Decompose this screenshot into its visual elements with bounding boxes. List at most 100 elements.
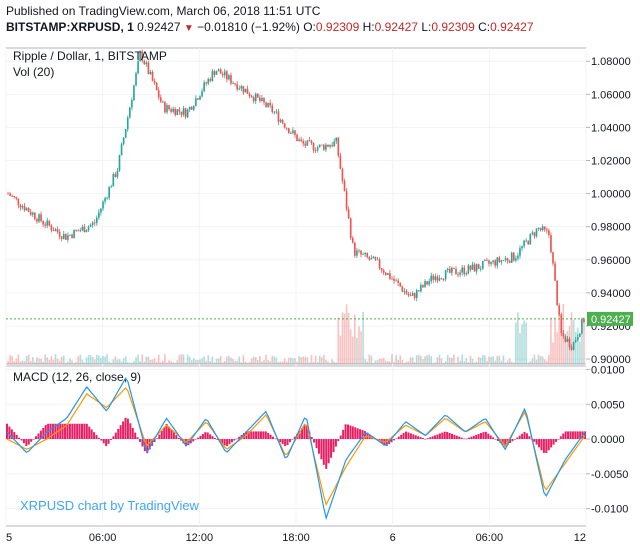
histogram-bar bbox=[95, 434, 98, 440]
volume-bar bbox=[124, 356, 127, 364]
volume-bar bbox=[172, 362, 175, 364]
histogram-bar bbox=[315, 439, 318, 449]
histogram-bar bbox=[30, 439, 33, 442]
candle-body bbox=[426, 281, 428, 285]
candle-body bbox=[510, 252, 513, 263]
candle-body bbox=[548, 230, 550, 236]
candle-body bbox=[302, 141, 305, 144]
candle-body bbox=[62, 233, 65, 239]
volume-bar bbox=[535, 359, 538, 364]
candle-body bbox=[517, 255, 519, 259]
histogram-bar bbox=[80, 423, 83, 440]
volume-bar bbox=[211, 356, 214, 364]
histogram-bar bbox=[390, 439, 393, 443]
candle-body bbox=[333, 141, 336, 147]
volume-bar bbox=[463, 361, 466, 364]
histogram-bar bbox=[66, 423, 69, 440]
candle-body bbox=[31, 212, 34, 215]
volume-bar bbox=[331, 359, 333, 364]
histogram-bar bbox=[109, 439, 112, 441]
volume-bar bbox=[465, 358, 468, 364]
volume-bar bbox=[252, 356, 255, 364]
candle-body bbox=[112, 174, 115, 187]
candle-body bbox=[244, 88, 247, 93]
volume-bar bbox=[428, 354, 430, 364]
histogram-bar bbox=[467, 437, 470, 440]
volume-bar bbox=[477, 356, 480, 364]
candle-body bbox=[205, 82, 208, 84]
candle-body bbox=[13, 196, 16, 198]
volume-bar bbox=[453, 354, 455, 364]
candle-body bbox=[263, 97, 265, 103]
candle-body bbox=[562, 333, 565, 337]
candle-body bbox=[131, 99, 133, 108]
candle-body bbox=[69, 234, 71, 236]
volume-bar bbox=[44, 354, 47, 364]
candle-body bbox=[232, 83, 234, 85]
histogram-bar bbox=[291, 439, 294, 440]
histogram-bar bbox=[518, 435, 521, 440]
candle-body bbox=[407, 293, 410, 296]
candle-body bbox=[50, 225, 53, 231]
histogram-bar bbox=[126, 418, 129, 440]
histogram-bar bbox=[554, 439, 557, 442]
histogram-bar bbox=[434, 435, 437, 440]
volume-bar bbox=[267, 360, 269, 364]
candle-body bbox=[199, 96, 201, 100]
histogram-bar bbox=[313, 439, 316, 443]
histogram-bar bbox=[301, 428, 304, 440]
time-tick-label: 6 bbox=[390, 532, 396, 544]
histogram-bar bbox=[39, 430, 42, 440]
candle-body bbox=[73, 229, 75, 238]
volume-bar bbox=[170, 361, 172, 364]
candle-body bbox=[223, 71, 226, 76]
candle-body bbox=[83, 226, 86, 233]
histogram-bar bbox=[320, 439, 323, 460]
volume-bar bbox=[382, 358, 385, 364]
candle-body bbox=[38, 214, 40, 222]
candle-body bbox=[422, 285, 424, 288]
histogram-bar bbox=[73, 423, 76, 440]
candle-body bbox=[380, 268, 383, 271]
candle-body bbox=[484, 260, 486, 262]
candle-body bbox=[296, 134, 298, 142]
histogram-bar bbox=[547, 439, 550, 451]
volume-bar bbox=[444, 361, 447, 364]
candle-body bbox=[271, 105, 274, 112]
volume-bar bbox=[500, 360, 503, 364]
volume-bar bbox=[155, 361, 158, 364]
candle-body bbox=[354, 242, 356, 256]
candle-body bbox=[415, 290, 418, 299]
candle-body bbox=[436, 276, 439, 281]
histogram-bar bbox=[15, 434, 18, 440]
histogram-bar bbox=[85, 423, 88, 440]
volume-bar bbox=[362, 311, 364, 364]
candle-body bbox=[401, 286, 404, 292]
histogram-bar bbox=[90, 429, 93, 440]
high-value: 0.92427 bbox=[374, 20, 419, 34]
grid-lines bbox=[5, 48, 587, 526]
candle-body bbox=[527, 240, 530, 245]
volume-bar bbox=[17, 354, 20, 364]
volume-bar bbox=[545, 360, 548, 364]
volume-bar bbox=[13, 360, 16, 364]
candle-body bbox=[48, 220, 51, 226]
macd-axis: -0.0100 -0.0050 0.0000 0.0050 0.0100 bbox=[586, 364, 628, 516]
volume-bar bbox=[89, 354, 92, 364]
histogram-bar bbox=[129, 423, 132, 440]
candle-body bbox=[265, 102, 267, 107]
volume-bar bbox=[226, 356, 228, 364]
volume-bar bbox=[67, 361, 69, 364]
candle-body bbox=[420, 285, 422, 292]
volume-bar bbox=[91, 356, 94, 364]
histogram-bar bbox=[472, 435, 475, 440]
candle-body bbox=[182, 108, 185, 115]
volume-bar bbox=[221, 362, 224, 364]
candle-body bbox=[108, 186, 111, 198]
candle-body bbox=[246, 88, 249, 94]
candle-body bbox=[327, 144, 329, 147]
candle-body bbox=[448, 268, 451, 273]
volume-bar bbox=[492, 356, 494, 364]
volume-bar bbox=[162, 360, 164, 364]
